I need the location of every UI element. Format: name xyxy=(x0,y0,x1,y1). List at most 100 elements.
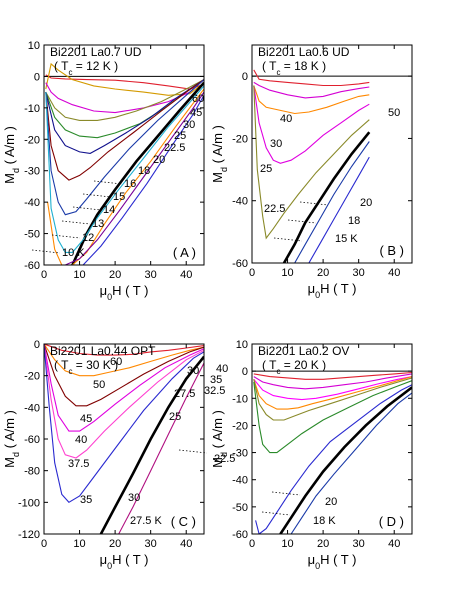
y-tick-label: -40 xyxy=(24,197,40,209)
panel-c: 0 10 20 30 40 0 -20 -40 -60 -80 -100 -120 Bi2201 La0… xyxy=(2,339,205,571)
curve-temperature-label: 35 xyxy=(80,494,92,506)
leader-line xyxy=(271,491,301,496)
panel-title: Bi2201 La0.44 OPT xyxy=(50,344,156,358)
curve-temperature-label: 10 K xyxy=(62,247,85,259)
series-line-27.5 xyxy=(253,377,412,421)
series-line-30 xyxy=(253,376,412,410)
panel-label: ( C ) xyxy=(171,514,196,529)
x-tick-label: 0 xyxy=(41,269,47,281)
leader-line xyxy=(51,234,81,239)
leader-line xyxy=(299,201,329,206)
curve-temperature-label: 45 xyxy=(80,413,92,425)
series-line-45 xyxy=(44,344,204,407)
leader-line xyxy=(273,237,303,242)
panel-title: Bi2201 La0.7 UD xyxy=(50,45,142,59)
y-tick-label: 0 xyxy=(242,71,248,83)
y-tick-label: -30 xyxy=(232,448,248,460)
series-line-40 xyxy=(253,371,412,380)
plot-frame xyxy=(251,343,413,535)
curve-temperature-label: 25 xyxy=(169,411,181,423)
x-tick-label: 20 xyxy=(317,267,329,279)
curve-temperature-label: 30 xyxy=(128,492,140,504)
curve-temperature-label: 20 xyxy=(153,154,165,166)
curve-temperature-label: 22.5 xyxy=(264,203,285,215)
panel-b: 0 10 20 30 40 0 -20 -40 -60 Bi2201 La0.6 UD( Tc =… xyxy=(210,44,413,300)
curve-temperature-label: 50 xyxy=(388,107,400,119)
series-line-16 xyxy=(45,79,204,216)
curve-temperature-label: 37.5 xyxy=(68,458,89,470)
y-tick-label: -50 xyxy=(232,502,248,514)
y-axis-label: Md ( A/m ) xyxy=(2,410,21,468)
y-tick-label: -60 xyxy=(232,258,248,270)
x-tick-label: 0 xyxy=(41,538,47,550)
series-line-20 xyxy=(282,131,371,263)
panel-title: Bi2201 La0.6 UD xyxy=(258,45,350,59)
y-tick-label: -40 xyxy=(24,402,40,414)
series-line-15k xyxy=(308,156,370,263)
x-tick-label: 40 xyxy=(180,269,192,281)
curve-temperature-label: 60 xyxy=(110,356,122,368)
curve-temperature-label: 50 xyxy=(93,379,105,391)
curve-temperature-label: 18 K xyxy=(313,515,336,527)
curve-temperature-label: 32.5 xyxy=(204,385,225,397)
curve-temperature-label: 45 xyxy=(190,107,202,119)
tc-label: ( Tc = 18 K ) xyxy=(262,59,326,77)
x-tick-label: 10 xyxy=(73,269,85,281)
curve-temperature-label: 40 xyxy=(216,363,228,375)
panel-a: 0 10 20 30 40 10 0 -10 -20 -30 -40 -50 -60 Bi2201 La0… xyxy=(2,40,205,302)
x-tick-label: 40 xyxy=(180,538,192,550)
series-line-18 xyxy=(294,141,370,263)
curve-temperature-label: 20 xyxy=(325,496,337,508)
series-line-32.5 xyxy=(253,376,412,401)
y-tick-label: 0 xyxy=(34,339,40,351)
plot-frame xyxy=(251,44,413,264)
x-tick-label: 30 xyxy=(353,538,365,550)
series-line-40 xyxy=(44,344,204,432)
y-tick-label: -60 xyxy=(232,529,248,541)
curve-temperature-label: 25 xyxy=(260,163,272,175)
curve-temperature-label: 60 xyxy=(192,93,204,105)
series-line-35 xyxy=(253,373,412,390)
x-tick-label: 40 xyxy=(388,267,400,279)
curve-temperature-label: 40 xyxy=(280,113,292,125)
x-tick-label: 0 xyxy=(249,267,255,279)
y-tick-label: -60 xyxy=(24,260,40,272)
y-tick-label: -20 xyxy=(24,371,40,383)
curve-temperature-label: 18 xyxy=(138,165,150,177)
series-line-37.5 xyxy=(44,344,204,459)
series-line-25 xyxy=(253,85,370,164)
y-tick-label: -120 xyxy=(18,529,40,541)
leader-line xyxy=(82,193,112,198)
series-line-15 xyxy=(71,81,204,265)
y-tick-label: -30 xyxy=(24,166,40,178)
curve-temperature-label: 35 xyxy=(210,374,222,386)
series-line-50 xyxy=(44,344,204,377)
panel-label: ( B ) xyxy=(379,243,404,258)
curve-temperature-label: 30 xyxy=(183,119,195,131)
curve-temperature-label: 14 xyxy=(103,204,115,216)
tc-label: ( Tc = 20 K ) xyxy=(262,358,326,376)
curve-temperature-label: 15 xyxy=(113,191,125,203)
series-line-30 xyxy=(99,355,204,534)
series-line-13 xyxy=(47,88,204,265)
curve-temperature-label: 30 xyxy=(270,138,282,150)
y-tick-label: -40 xyxy=(232,475,248,487)
leader-line xyxy=(72,206,102,211)
panel-label: ( D ) xyxy=(379,514,404,529)
y-axis-label: Md ( A/m ) xyxy=(2,126,21,184)
leader-line xyxy=(61,220,91,225)
curve-temperature-label: 40 xyxy=(75,434,87,446)
series-line-14 xyxy=(45,85,204,253)
series-line-20 xyxy=(279,386,412,534)
x-tick-label: 20 xyxy=(109,538,121,550)
y-axis-label: Md ( A/m ) xyxy=(210,125,229,183)
x-axis-label: μ0H ( T ) xyxy=(100,552,149,571)
y-tick-label: -100 xyxy=(18,497,40,509)
series-line-18k xyxy=(290,392,412,534)
curve-temperature-label: 25 xyxy=(174,130,186,142)
y-tick-label: -10 xyxy=(24,103,40,115)
panel-title: Bi2201 La0.2 OV xyxy=(258,344,349,358)
y-tick-label: -50 xyxy=(24,229,40,241)
series-line-40 xyxy=(253,81,370,99)
x-tick-label: 30 xyxy=(145,538,157,550)
